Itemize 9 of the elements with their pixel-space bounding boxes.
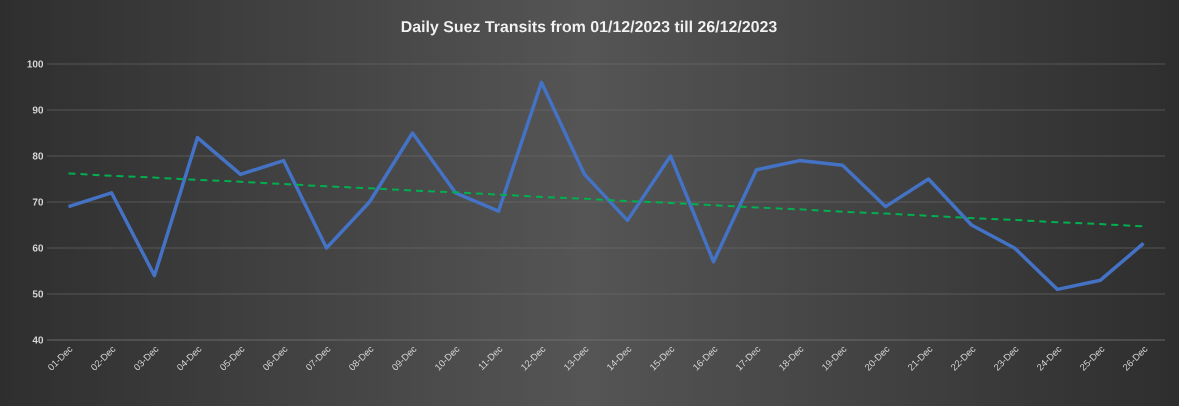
y-tick-label: 50 — [32, 290, 44, 298]
y-tick-label: 70 — [32, 198, 44, 206]
line-series — [66, 80, 1146, 292]
y-tick-label: 40 — [32, 336, 44, 344]
y-tick-label: 60 — [32, 244, 44, 252]
y-tick-label: 100 — [27, 60, 44, 68]
y-tick-label: 90 — [32, 106, 44, 114]
chart-title: Daily Suez Transits from 01/12/2023 till 26/12/2023 — [401, 20, 777, 36]
y-tick-label: 80 — [32, 152, 44, 160]
